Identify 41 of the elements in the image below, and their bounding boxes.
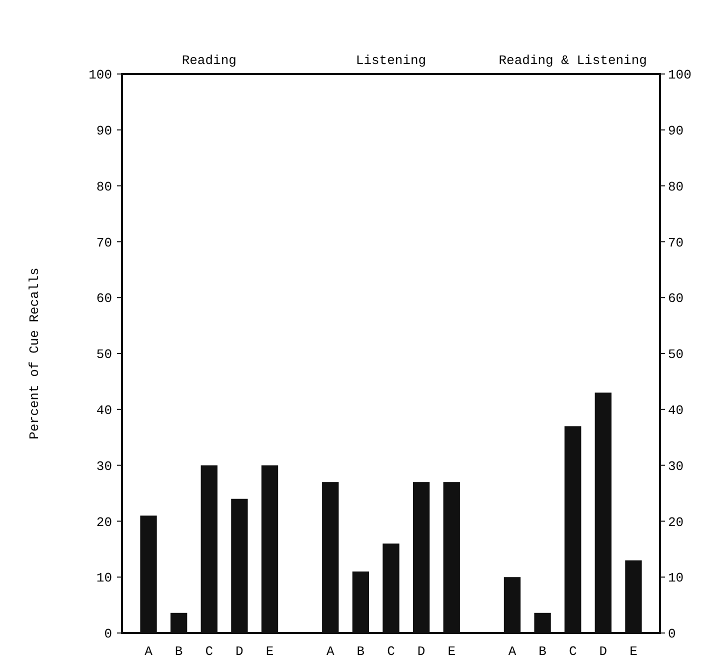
y2-tick-label: 90 — [668, 123, 684, 138]
y-tick-label: 90 — [96, 123, 112, 138]
y-axis-title: Percent of Cue Recalls — [27, 268, 42, 440]
y2-tick-label: 20 — [668, 514, 684, 530]
x-tick-label: C — [387, 644, 396, 659]
x-tick-label: A — [144, 644, 153, 659]
y-tick-label: 70 — [96, 235, 112, 250]
y2-tick-label: 0 — [668, 626, 676, 642]
x-tick-label: A — [508, 644, 516, 659]
y2-tick-label: 70 — [668, 235, 684, 250]
y-tick-label: 30 — [96, 458, 112, 474]
x-tick-label: D — [599, 644, 608, 659]
y2-tick-label: 10 — [668, 570, 684, 586]
y-tick-label: 40 — [96, 402, 112, 418]
y2-tick-label: 60 — [668, 291, 684, 306]
x-tick-label: D — [236, 644, 244, 659]
x-tick-label: B — [174, 644, 183, 659]
y2-tick-label: 80 — [668, 179, 684, 194]
y-tick-label: 60 — [96, 291, 112, 306]
y-tick-label: 0 — [104, 626, 112, 642]
y2-tick-label: 30 — [668, 458, 684, 474]
y-tick-label: 80 — [96, 179, 112, 194]
y-tick-label: 100 — [88, 68, 112, 83]
y-tick-label: 10 — [96, 570, 112, 586]
y-tick-label: 50 — [96, 347, 112, 362]
x-tick-label: E — [266, 644, 274, 659]
x-tick-label: B — [538, 644, 547, 659]
y-tick-label: 20 — [96, 514, 112, 530]
x-tick-label: D — [417, 644, 426, 659]
text: Reading — [182, 53, 236, 68]
x-tick-label: A — [326, 644, 334, 659]
y2-tick-label: 40 — [668, 402, 684, 418]
x-tick-label: E — [630, 644, 638, 659]
x-tick-label: E — [448, 644, 456, 659]
x-tick-label: B — [356, 644, 365, 659]
x-tick-label: C — [568, 644, 577, 659]
text: Reading & Listening — [498, 53, 647, 68]
y2-tick-label: 100 — [668, 68, 692, 83]
x-tick-label: C — [205, 644, 214, 659]
text: Listening — [356, 53, 426, 68]
y2-tick-label: 50 — [668, 347, 684, 362]
